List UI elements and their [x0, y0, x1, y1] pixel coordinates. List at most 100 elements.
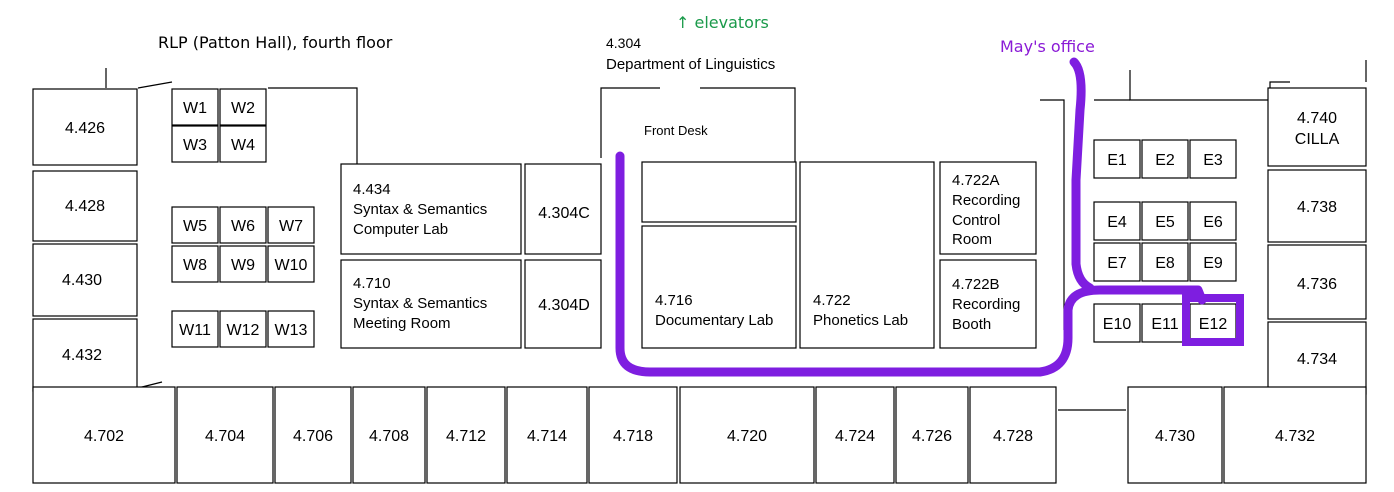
room-4732: 4.732	[1223, 386, 1367, 484]
room-4732-label: 4.732	[1275, 428, 1315, 445]
route-label: May's office	[1000, 37, 1095, 56]
cubicle-e10: E10	[1093, 303, 1141, 343]
svg-text:CILLA: CILLA	[1295, 131, 1340, 148]
cubicle-e8: E8	[1141, 242, 1189, 282]
room-4304c: 4.304C	[524, 163, 602, 255]
svg-text:4.722: 4.722	[813, 292, 851, 309]
map-title: RLP (Patton Hall), fourth floor	[158, 33, 393, 52]
cubicle-w13-label: W13	[275, 322, 308, 339]
svg-text:4.304C: 4.304C	[538, 205, 590, 222]
cubicle-e6-label: E6	[1203, 214, 1223, 231]
svg-text:4.740: 4.740	[1297, 110, 1337, 127]
room-4702-label: 4.702	[84, 428, 124, 445]
cubicle-e12: E12	[1189, 303, 1237, 343]
room-4712-label: 4.712	[446, 428, 486, 445]
room-4720: 4.720	[679, 386, 815, 484]
route-path-top	[1069, 57, 1095, 293]
svg-text:4.722B: 4.722B	[952, 276, 1000, 293]
room-4722a: 4.722A Recording Control Room	[939, 161, 1037, 255]
front-desk-box	[641, 161, 797, 223]
svg-text:Recording: Recording	[952, 296, 1020, 313]
svg-text:Recording: Recording	[952, 192, 1020, 209]
svg-text:4.710: 4.710	[353, 275, 391, 292]
room-4736: 4.736	[1267, 244, 1367, 320]
room-4722b: 4.722B Recording Booth	[939, 259, 1037, 349]
room-4734: 4.734	[1267, 321, 1367, 395]
room-4714-label: 4.714	[527, 428, 567, 445]
room-4728-label: 4.728	[993, 428, 1033, 445]
cubicle-w12-label: W12	[227, 322, 260, 339]
cubicle-w9: W9	[219, 245, 267, 283]
room-4718: 4.718	[588, 386, 678, 484]
room-4704-label: 4.704	[205, 428, 245, 445]
cubicle-e9: E9	[1189, 242, 1237, 282]
cubicle-e9-label: E9	[1203, 255, 1223, 272]
room-4726-label: 4.726	[912, 428, 952, 445]
cubicle-e12-label: E12	[1199, 316, 1228, 333]
room-4722: 4.722 Phonetics Lab	[799, 161, 935, 349]
cubicle-w12: W12	[219, 310, 267, 348]
dept-number: 4.304	[606, 35, 641, 51]
cubicle-e5-label: E5	[1155, 214, 1175, 231]
room-4712: 4.712	[426, 386, 506, 484]
room-4706-label: 4.706	[293, 428, 333, 445]
svg-text:Booth: Booth	[952, 316, 991, 333]
svg-text:4.734: 4.734	[1297, 351, 1337, 368]
room-4720-label: 4.720	[727, 428, 767, 445]
cubicle-w9-label: W9	[231, 257, 255, 274]
svg-text:4.716: 4.716	[655, 292, 693, 309]
cubicle-w10: W10	[267, 245, 315, 283]
room-4304d: 4.304D	[524, 259, 602, 349]
west-cubicles: W1 W2 W3 W4 W5 W6 W7 W8 W9 W10 W11 W12 W13	[171, 88, 315, 348]
room-4708-label: 4.708	[369, 428, 409, 445]
cubicle-w2-label: W2	[231, 100, 255, 117]
cubicle-e3-label: E3	[1203, 152, 1223, 169]
cubicle-w5: W5	[171, 206, 219, 244]
cubicle-w6-label: W6	[231, 218, 255, 235]
cubicle-w3-label: W3	[183, 137, 207, 154]
room-4730-label: 4.730	[1155, 428, 1195, 445]
cubicle-w7: W7	[267, 206, 315, 244]
room-4724: 4.724	[815, 386, 895, 484]
cubicle-e2-label: E2	[1155, 152, 1175, 169]
room-4740: 4.740 CILLA	[1267, 87, 1367, 167]
room-4728: 4.728	[969, 386, 1057, 484]
cubicle-w7-label: W7	[279, 218, 303, 235]
cubicle-w11-label: W11	[179, 322, 211, 339]
room-4726: 4.726	[895, 386, 969, 484]
room-4702: 4.702	[32, 386, 176, 484]
room-4716: 4.716 Documentary Lab	[641, 225, 797, 349]
room-4430: 4.430	[32, 243, 138, 317]
cubicle-w8: W8	[171, 245, 219, 283]
elevators-label: ↑ elevators	[676, 13, 769, 32]
svg-text:4.430: 4.430	[62, 272, 102, 289]
svg-text:4.432: 4.432	[62, 347, 102, 364]
cubicle-w8-label: W8	[183, 257, 207, 274]
cubicle-w2: W2	[219, 88, 267, 126]
cubicle-w6: W6	[219, 206, 267, 244]
room-4428: 4.428	[32, 170, 138, 242]
room-4724-label: 4.724	[835, 428, 875, 445]
svg-text:4.736: 4.736	[1297, 276, 1337, 293]
svg-text:Control: Control	[952, 212, 1000, 229]
cubicle-e11: E11	[1141, 303, 1189, 343]
svg-text:Computer Lab: Computer Lab	[353, 221, 448, 238]
cubicle-w13: W13	[267, 310, 315, 348]
room-4738: 4.738	[1267, 169, 1367, 243]
room-4432: 4.432	[32, 318, 138, 392]
svg-text:4.738: 4.738	[1297, 199, 1337, 216]
cubicle-e10-label: E10	[1103, 316, 1132, 333]
cubicle-w1-label: W1	[183, 100, 207, 117]
cubicle-e3: E3	[1189, 139, 1237, 179]
cubicle-e1-label: E1	[1107, 152, 1127, 169]
room-4710: 4.710 Syntax & Semantics Meeting Room	[340, 259, 522, 349]
cubicle-e6: E6	[1189, 201, 1237, 241]
room-4704: 4.704	[176, 386, 274, 484]
cubicle-w1: W1	[171, 88, 219, 126]
front-desk-label: Front Desk	[644, 123, 708, 138]
cubicle-w11: W11	[171, 310, 219, 348]
cubicle-e5: E5	[1141, 201, 1189, 241]
svg-text:Phonetics Lab: Phonetics Lab	[813, 312, 908, 329]
svg-text:4.428: 4.428	[65, 198, 105, 215]
